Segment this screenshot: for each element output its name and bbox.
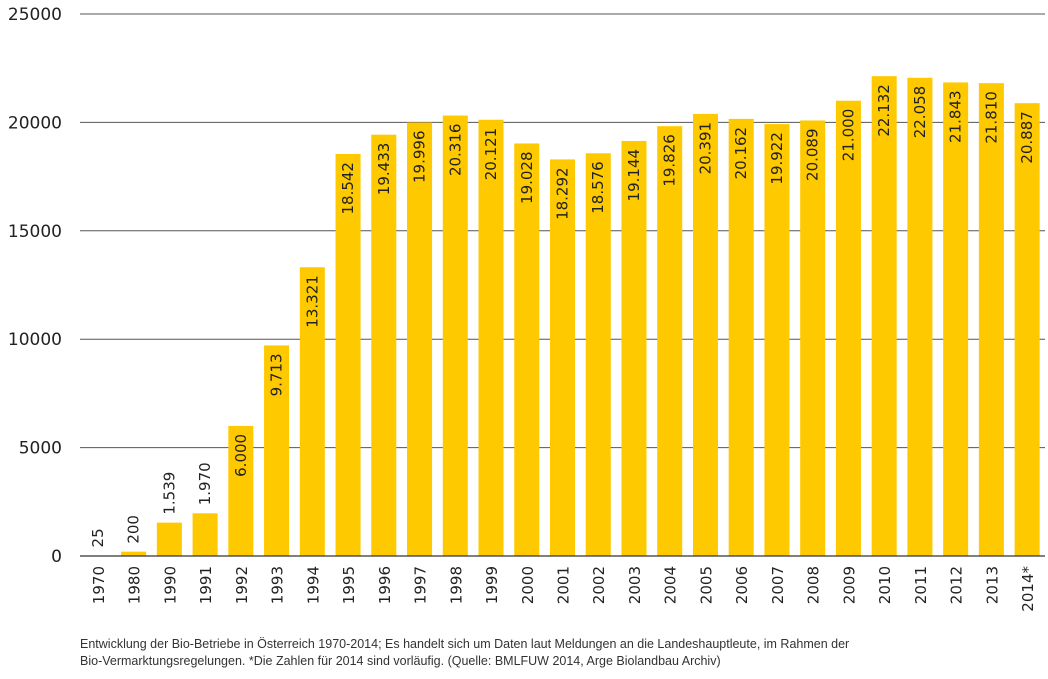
x-tick-label: 2008 bbox=[805, 566, 823, 604]
x-tick-label: 1993 bbox=[269, 566, 287, 604]
bar bbox=[764, 124, 790, 557]
x-tick-label: 2007 bbox=[769, 566, 787, 604]
y-tick-label: 5000 bbox=[19, 439, 62, 459]
x-tick-label: 2002 bbox=[590, 566, 608, 604]
data-label: 19.144 bbox=[625, 149, 643, 202]
x-tick-label: 2013 bbox=[983, 566, 1001, 604]
data-label: 200 bbox=[125, 515, 143, 544]
bar bbox=[549, 159, 576, 556]
x-tick-label: 1991 bbox=[197, 566, 215, 604]
bar bbox=[478, 119, 504, 556]
x-tick-label: 1996 bbox=[376, 566, 394, 604]
data-label: 20.121 bbox=[482, 128, 500, 181]
x-tick-label: 2001 bbox=[555, 566, 573, 604]
data-label: 19.028 bbox=[518, 151, 536, 204]
x-tick-label: 2009 bbox=[840, 566, 858, 604]
bar bbox=[978, 83, 1004, 556]
bar bbox=[264, 345, 290, 556]
x-tick-label: 2000 bbox=[519, 566, 537, 604]
x-tick-label: 2003 bbox=[626, 566, 644, 604]
bar bbox=[871, 76, 897, 557]
x-tick-label: 1970 bbox=[90, 566, 108, 604]
caption-line-2: Bio-Vermarktungsregelungen. *Die Zahlen … bbox=[80, 654, 721, 668]
data-label: 21.000 bbox=[839, 109, 857, 162]
data-label: 6.000 bbox=[232, 434, 250, 477]
y-tick-label: 20000 bbox=[8, 113, 62, 133]
data-label: 25 bbox=[89, 528, 107, 547]
data-label: 9.713 bbox=[268, 353, 286, 396]
data-label: 20.162 bbox=[732, 127, 750, 180]
data-label: 22.132 bbox=[875, 84, 893, 137]
data-label: 18.576 bbox=[589, 161, 607, 214]
y-tick-label: 10000 bbox=[8, 330, 62, 350]
bar bbox=[192, 513, 218, 556]
bar bbox=[728, 118, 754, 556]
data-label: 1.970 bbox=[196, 462, 214, 505]
data-label: 18.542 bbox=[339, 162, 357, 215]
data-label: 20.887 bbox=[1018, 111, 1036, 163]
bar bbox=[1014, 103, 1040, 557]
data-label: 21.843 bbox=[947, 90, 965, 142]
bar bbox=[121, 551, 147, 556]
bar bbox=[371, 134, 397, 556]
data-label: 13.321 bbox=[303, 275, 321, 328]
y-tick-label: 25000 bbox=[8, 5, 62, 25]
x-tick-label: 2014* bbox=[1019, 566, 1037, 612]
data-label: 19.826 bbox=[661, 134, 679, 187]
data-label: 21.810 bbox=[982, 91, 1000, 144]
x-tick-label: 1990 bbox=[161, 566, 179, 604]
bar bbox=[335, 154, 361, 556]
y-tick-label: 15000 bbox=[8, 222, 62, 242]
x-tick-label: 1998 bbox=[447, 566, 465, 604]
x-tick-label: 1980 bbox=[126, 566, 144, 604]
y-tick-label: 0 bbox=[51, 547, 62, 567]
data-label: 22.058 bbox=[911, 86, 929, 139]
bar bbox=[835, 100, 861, 556]
bar bbox=[657, 126, 683, 557]
bar bbox=[442, 115, 468, 556]
x-tick-label: 1992 bbox=[233, 566, 251, 604]
data-label: 19.996 bbox=[411, 130, 429, 183]
x-tick-label: 1995 bbox=[340, 566, 358, 604]
bar bbox=[299, 267, 325, 556]
x-tick-label: 2012 bbox=[948, 566, 966, 604]
data-label: 1.539 bbox=[160, 472, 178, 515]
x-tick-label: 1999 bbox=[483, 566, 501, 604]
bar bbox=[621, 140, 647, 557]
x-tick-label: 2005 bbox=[697, 566, 715, 604]
x-tick-label: 2011 bbox=[912, 566, 930, 604]
x-tick-label: 1997 bbox=[412, 566, 430, 604]
x-tick-label: 1994 bbox=[304, 566, 322, 604]
data-label: 20.089 bbox=[804, 128, 822, 181]
data-label: 18.292 bbox=[554, 167, 572, 220]
bar bbox=[585, 153, 611, 556]
bar bbox=[943, 82, 969, 557]
bar-chart: 0 5000 10000 15000 20000 25000 25 1970 200 1980 1.… bbox=[8, 5, 1045, 612]
data-label: 20.316 bbox=[446, 124, 464, 177]
bar bbox=[800, 120, 826, 556]
bar bbox=[228, 425, 254, 556]
data-label: 19.922 bbox=[768, 132, 786, 185]
bar bbox=[156, 522, 182, 556]
chart-caption: Entwicklung der Bio-Betriebe in Österrei… bbox=[80, 636, 1020, 670]
bar bbox=[692, 113, 718, 556]
bar bbox=[514, 143, 540, 556]
x-tick-label: 2006 bbox=[733, 566, 751, 604]
bar bbox=[907, 77, 933, 556]
x-tick-label: 2004 bbox=[662, 566, 680, 604]
bar bbox=[407, 122, 433, 556]
data-label: 19.433 bbox=[375, 143, 393, 196]
chart-svg: 0 5000 10000 15000 20000 25000 25 1970 200 1980 1.… bbox=[8, 5, 1045, 612]
x-tick-label: 2010 bbox=[876, 566, 894, 604]
data-label: 20.391 bbox=[696, 122, 714, 175]
caption-line-1: Entwicklung der Bio-Betriebe in Österrei… bbox=[80, 637, 850, 651]
